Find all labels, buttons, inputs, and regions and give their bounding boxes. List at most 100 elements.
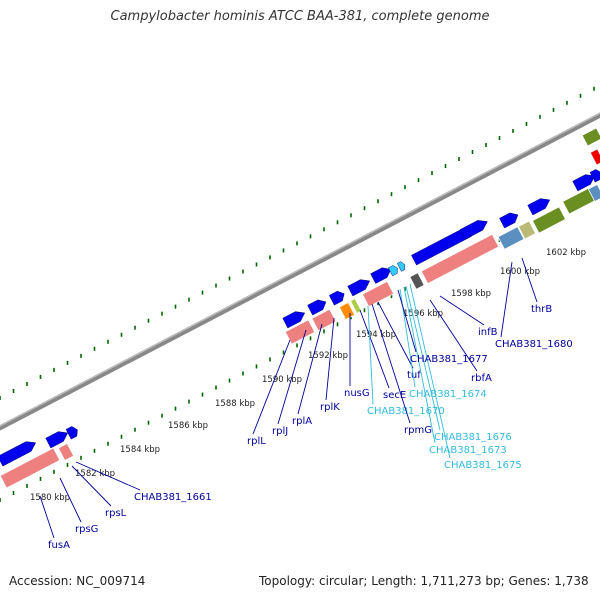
scale-label: 1582 kbp — [75, 469, 115, 479]
gene-label: CHAB381_1677 — [410, 354, 488, 365]
cds-arrow — [328, 290, 345, 306]
gene-track-block-shape — [311, 308, 337, 332]
gene-label: rplK — [320, 402, 340, 413]
gene-leader-line — [405, 285, 441, 431]
gene-label: rplJ — [272, 426, 288, 437]
gene-label: rpsL — [105, 508, 127, 519]
gene-leader-line — [277, 329, 307, 425]
scale-label: 1580 kbp — [30, 493, 70, 503]
gene-leader-line — [39, 495, 55, 539]
gene-leader-line — [367, 305, 374, 405]
gene-label: rpmG — [404, 425, 432, 436]
cds-arrow-shape — [459, 220, 488, 240]
feature-red-outer-shape — [589, 148, 600, 166]
scale-label: 1588 kbp — [215, 399, 255, 409]
gene-labels: fusA rpsG rpsL CHAB381_1661 rplL rplJ rplA rplK… — [39, 257, 573, 551]
gene-label: nusG — [344, 388, 370, 399]
cds-arrow — [589, 169, 600, 183]
feature-green — [350, 298, 362, 314]
cds-arrow-shape — [307, 299, 327, 316]
cds-arrow-shape — [328, 290, 345, 306]
cds-arrow — [527, 198, 551, 216]
backbone-highlight — [0, 112, 600, 427]
feature-olive — [531, 206, 567, 234]
scale-label: 1596 kbp — [403, 309, 443, 319]
cds-arrow-shape — [65, 426, 78, 440]
gene-leader-line — [409, 283, 451, 459]
feature-steelblue-shape — [497, 226, 525, 250]
gene-leader-line — [397, 289, 417, 353]
gene-label: CHAB381_1680 — [495, 339, 573, 350]
scale-label: 1598 kbp — [451, 289, 491, 299]
gene-label: tuf — [407, 370, 421, 381]
feature-dark-shape — [409, 272, 425, 290]
scale-labels: 1580 kbp 1582 kbp 1584 kbp 1586 kbp 1588 kbp… — [30, 248, 586, 503]
gene-leader-line — [371, 303, 411, 424]
gene-leader-line — [297, 323, 323, 415]
feature-tan-shape — [517, 220, 537, 240]
gene-label: rbfA — [471, 373, 492, 384]
gene-label: infB — [478, 327, 498, 338]
map-title: Campylobacter hominis ATCC BAA-381, comp… — [110, 9, 490, 24]
gene-label: CHAB381_1675 — [444, 460, 522, 471]
cds-arrow-light-shape — [388, 265, 398, 277]
gene-label: thrB — [531, 304, 552, 315]
gene-track-block — [361, 280, 395, 308]
gene-label: rplL — [247, 436, 266, 447]
gene-leader-line — [359, 309, 390, 389]
cds-arrow-light — [396, 261, 406, 272]
cds-arrow — [0, 441, 37, 467]
gene-track-block-shape — [420, 233, 500, 285]
gene-label: CHAB381_1674 — [409, 389, 487, 400]
backbone-track — [0, 112, 600, 431]
gene-label: CHAB381_1661 — [134, 492, 212, 503]
gene-leader-line — [377, 301, 414, 369]
feature-tracks — [0, 127, 600, 489]
cds-arrow-light-shape — [396, 261, 406, 272]
cds-arrow-shape — [45, 431, 69, 449]
cds-arrow — [572, 174, 596, 192]
feature-olive-outer — [581, 127, 600, 147]
accession-text: Accession: NC_009714 — [9, 574, 146, 588]
gene-label: CHAB381_1676 — [434, 432, 512, 443]
gene-track-block — [420, 233, 500, 285]
scale-label: 1602 kbp — [546, 248, 586, 258]
gene-track-block-shape — [57, 442, 75, 462]
gene-leader-line — [59, 477, 82, 523]
feature-olive-outer-shape — [581, 127, 600, 147]
scale-label: 1590 kbp — [262, 375, 302, 385]
feature-steelblue — [497, 226, 525, 250]
cds-arrow-shape — [347, 279, 371, 297]
feature-olive-shape — [531, 206, 567, 234]
cds-arrow — [499, 212, 519, 229]
scale-label: 1594 kbp — [356, 330, 396, 340]
cds-arrow — [282, 311, 306, 329]
cds-arrow-shape — [589, 169, 600, 183]
gene-leader-line — [429, 299, 478, 372]
cds-arrow-light — [388, 265, 398, 277]
gene-track-block — [0, 447, 61, 489]
cds-arrow-shape — [572, 174, 596, 192]
cds-arrow — [307, 299, 327, 316]
gene-leader-line — [403, 286, 436, 444]
cds-arrow-shape — [499, 212, 519, 229]
cds-arrow — [459, 220, 488, 240]
scale-label: 1586 kbp — [168, 421, 208, 431]
feature-red-outer — [589, 148, 600, 166]
gene-leader-line — [521, 257, 538, 303]
gene-track-block-shape — [361, 280, 395, 308]
feature-green-shape — [350, 298, 362, 314]
gene-leader-line — [71, 465, 112, 507]
gene-label: rpsG — [75, 524, 98, 535]
scale-label: 1584 kbp — [120, 445, 160, 455]
genome-summary-text: Topology: circular; Length: 1,711,273 bp… — [259, 574, 589, 588]
feature-dark — [409, 272, 425, 290]
gene-leader-line — [252, 339, 291, 435]
gene-track-block — [311, 308, 337, 332]
gene-leader-line — [500, 261, 513, 338]
cds-arrow-shape — [282, 311, 306, 329]
gene-leader-line — [325, 317, 335, 401]
gene-label: secE — [383, 390, 406, 401]
